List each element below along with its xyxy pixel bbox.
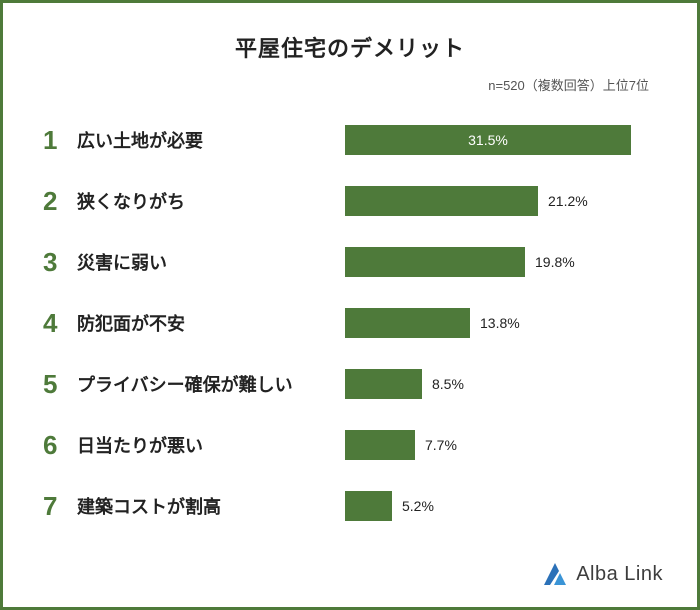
bar-area: 21.2% [345,186,657,216]
bar-area: 7.7% [345,430,657,460]
row-label: プライバシー確保が難しい [77,371,345,397]
bar [345,308,470,338]
bar-value: 7.7% [425,437,457,453]
bar-value: 31.5% [468,132,508,148]
chart-title: 平屋住宅のデメリット [43,31,657,63]
chart-rows: 1広い土地が必要 31.5% 2狭くなりがち 21.2% 3災害に弱い 19.8% 4防犯面… [43,122,657,524]
rank-number: 4 [43,310,77,336]
chart-row: 4防犯面が不安 13.8% [43,305,657,341]
bar-area: 8.5% [345,369,657,399]
row-label: 防犯面が不安 [77,310,345,336]
row-label: 狭くなりがち [77,188,345,214]
row-label: 建築コストが割高 [77,493,345,519]
bar: 31.5% [345,125,631,155]
bar [345,430,415,460]
chart-row: 3災害に弱い 19.8% [43,244,657,280]
row-label: 広い土地が必要 [77,127,345,153]
alba-link-icon [542,561,568,587]
row-label: 災害に弱い [77,249,345,275]
bar [345,247,525,277]
rank-number: 6 [43,432,77,458]
bar [345,369,422,399]
bar-area: 13.8% [345,308,657,338]
rank-number: 2 [43,188,77,214]
bar-value: 19.8% [535,254,575,270]
row-label: 日当たりが悪い [77,432,345,458]
chart-row: 5プライバシー確保が難しい 8.5% [43,366,657,402]
chart-row: 6日当たりが悪い 7.7% [43,427,657,463]
rank-number: 3 [43,249,77,275]
chart-row: 7建築コストが割高 5.2% [43,488,657,524]
bar [345,186,538,216]
bar-value: 8.5% [432,376,464,392]
bar-area: 5.2% [345,491,657,521]
bar-value: 13.8% [480,315,520,331]
bar-value: 21.2% [548,193,588,209]
chart-frame: 平屋住宅のデメリット n=520（複数回答）上位7位 1広い土地が必要 31.5%… [0,0,700,610]
bar-area: 31.5% [345,125,657,155]
rank-number: 1 [43,127,77,153]
bar-area: 19.8% [345,247,657,277]
brand-logo: Alba Link [542,561,663,587]
chart-subtitle: n=520（複数回答）上位7位 [43,75,657,94]
bar [345,491,392,521]
brand-logo-text: Alba Link [576,563,663,586]
chart-row: 2狭くなりがち 21.2% [43,183,657,219]
rank-number: 5 [43,371,77,397]
rank-number: 7 [43,493,77,519]
chart-row: 1広い土地が必要 31.5% [43,122,657,158]
bar-value: 5.2% [402,498,434,514]
